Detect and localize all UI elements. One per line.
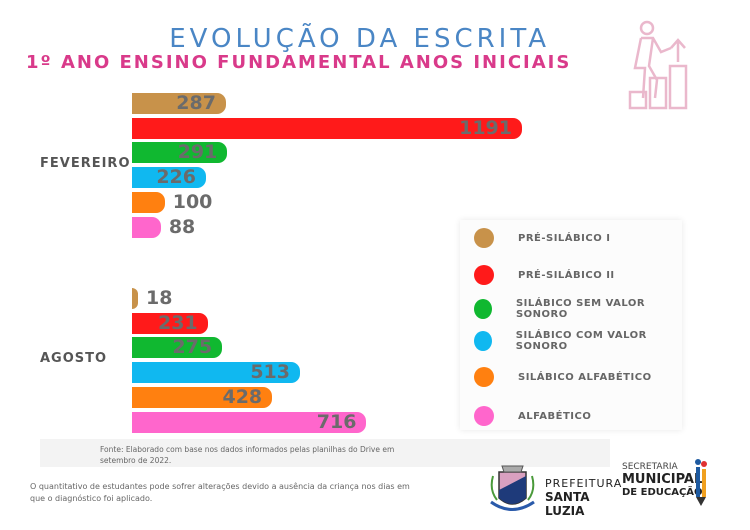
bar-agosto-0 <box>132 288 138 309</box>
page-title: EVOLUÇÃO DA ESCRITA <box>169 24 550 54</box>
bar-fevereiro-2 <box>132 142 228 164</box>
municipal-text: MUNICIPAL <box>622 472 703 487</box>
pencil-people-icon <box>695 459 707 506</box>
legend-item: PRÉ-SILÁBICO I <box>474 228 610 248</box>
legend-label: ALFABÉTICO <box>518 410 592 422</box>
category-label-agosto: AGOSTO <box>40 351 108 366</box>
bar-agosto-5 <box>132 411 367 433</box>
source-text: Fonte: Elaborado com base nos dados info… <box>100 445 395 465</box>
data-label: 18 <box>146 287 173 309</box>
legend-swatch <box>474 228 494 248</box>
legend-label: SILÁBICO SEM VALOR SONORO <box>515 298 646 320</box>
legend-label: SILÁBICO ALFABÉTICO <box>518 371 652 383</box>
legend-swatch <box>474 331 492 351</box>
legend-swatch <box>474 299 492 319</box>
bar-fevereiro-0 <box>132 93 226 114</box>
coat-of-arms-icon <box>490 465 535 511</box>
legend-item: SILÁBICO SEM VALOR SONORO <box>474 298 682 320</box>
data-label: 231 <box>157 311 198 334</box>
secretaria-logo: SECRETARIA MUNICIPAL DE EDUCAÇÃO <box>622 459 712 506</box>
data-label: 88 <box>168 215 196 238</box>
data-label: 291 <box>177 141 218 164</box>
data-label: 428 <box>222 385 263 408</box>
data-label: 287 <box>176 92 216 114</box>
bar-fevereiro-1 <box>132 117 522 139</box>
legend-item: SILÁBICO COM VALOR SONORO <box>474 330 682 352</box>
bar-fevereiro-3 <box>132 167 206 189</box>
data-label: 226 <box>156 166 196 189</box>
data-label: 275 <box>172 336 213 359</box>
data-label: 1191 <box>459 116 512 139</box>
legend-label: PRÉ-SILÁBICO II <box>518 269 615 281</box>
prefeitura-logo: PREFEITURA SANTA LUZIA <box>485 462 621 521</box>
legend-label: PRÉ-SILÁBICO I <box>518 232 611 244</box>
climbing-stairs-icon <box>628 20 688 110</box>
legend-item: SILÁBICO ALFABÉTICO <box>474 367 652 387</box>
bar-fevereiro-5 <box>132 216 161 238</box>
data-label: 100 <box>172 190 213 213</box>
prefeitura-text: PREFEITURA <box>545 477 623 490</box>
legend-item: PRÉ-SILÁBICO II <box>474 265 615 285</box>
data-label: 716 <box>316 410 357 433</box>
source-box: Fonte: Elaborado com base nos dados info… <box>40 439 610 467</box>
legend-item: ALFABÉTICO <box>474 406 591 426</box>
legend-swatch <box>474 406 494 426</box>
category-label-fevereiro: FEVEREIRO <box>40 156 131 171</box>
bar-agosto-1 <box>132 312 208 334</box>
legend-swatch <box>474 265 494 285</box>
bar-agosto-3 <box>132 362 300 384</box>
legend-swatch <box>474 367 494 387</box>
footnote: O quantitativo de estudantes pode sofrer… <box>30 482 410 503</box>
educacao-text: DE EDUCAÇÃO <box>622 487 703 498</box>
santa-luzia-text: SANTA LUZIA <box>545 490 590 518</box>
page-subtitle: 1º ANO ENSINO FUNDAMENTAL ANOS INICIAIS <box>26 52 572 73</box>
bar-agosto-4 <box>132 386 273 408</box>
bar-agosto-2 <box>132 337 223 359</box>
data-label: 513 <box>250 361 290 384</box>
bar-fevereiro-4 <box>132 191 165 213</box>
secretaria-text: SECRETARIA <box>622 462 678 472</box>
legend-label: SILÁBICO COM VALOR SONORO <box>515 330 647 352</box>
legend: PRÉ-SILÁBICO I PRÉ-SILÁBICO II SILÁBICO SE… <box>460 220 682 430</box>
